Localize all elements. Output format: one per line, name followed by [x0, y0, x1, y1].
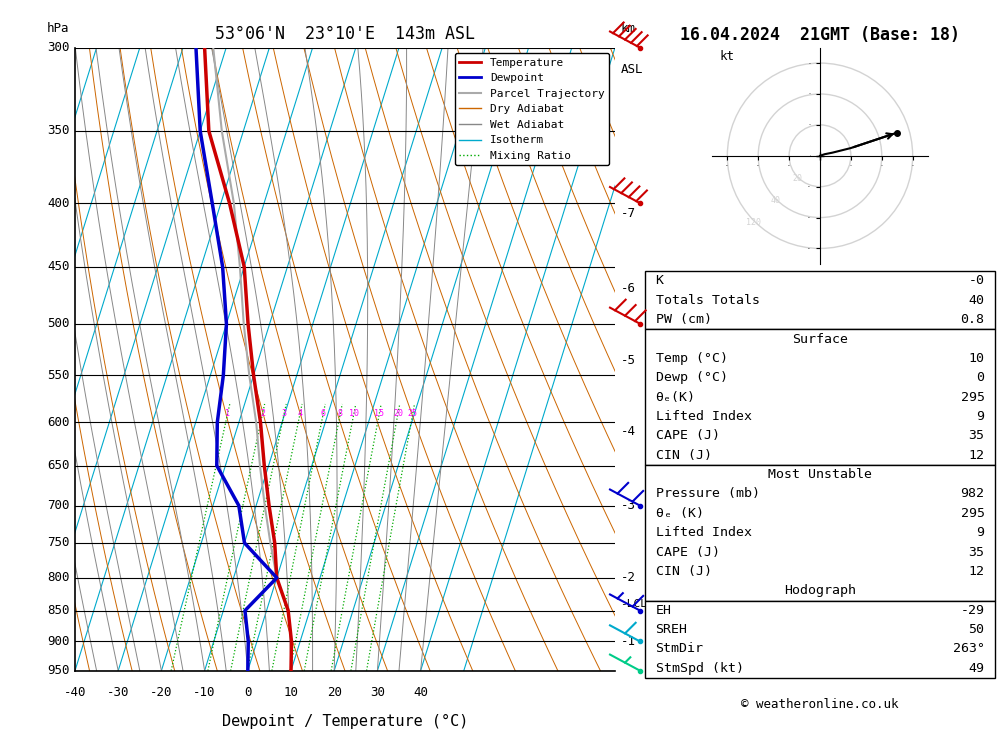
Text: 295: 295	[960, 391, 984, 404]
Text: -0: -0	[968, 274, 984, 287]
Text: 10: 10	[284, 686, 298, 699]
Text: -2: -2	[620, 571, 635, 584]
Text: 850: 850	[47, 604, 70, 617]
Text: 500: 500	[47, 317, 70, 331]
Text: 300: 300	[47, 41, 70, 54]
Text: 40: 40	[771, 196, 781, 205]
Text: -29: -29	[960, 604, 984, 616]
Legend: Temperature, Dewpoint, Parcel Trajectory, Dry Adiabat, Wet Adiabat, Isotherm, Mi: Temperature, Dewpoint, Parcel Trajectory…	[455, 54, 609, 166]
Text: 49: 49	[968, 662, 984, 675]
Text: Dewpoint / Temperature (°C): Dewpoint / Temperature (°C)	[222, 714, 468, 729]
Text: 25: 25	[408, 409, 418, 418]
Text: 295: 295	[960, 507, 984, 520]
Text: 10: 10	[349, 409, 359, 418]
Text: Most Unstable: Most Unstable	[768, 468, 872, 481]
Text: km: km	[620, 22, 635, 35]
Text: 35: 35	[968, 545, 984, 559]
Text: 9: 9	[976, 410, 984, 423]
Text: 12: 12	[968, 449, 984, 462]
Text: 30: 30	[370, 686, 385, 699]
Text: 120: 120	[746, 218, 761, 227]
Text: 16.04.2024  21GMT (Base: 18): 16.04.2024 21GMT (Base: 18)	[680, 26, 960, 44]
Text: 10: 10	[968, 352, 984, 365]
Text: -7: -7	[620, 207, 635, 221]
Text: 350: 350	[47, 125, 70, 138]
Text: StmSpd (kt): StmSpd (kt)	[656, 662, 744, 675]
Text: θₑ(K): θₑ(K)	[656, 391, 696, 404]
Text: 0.8: 0.8	[960, 313, 984, 326]
Text: 900: 900	[47, 635, 70, 648]
Text: 35: 35	[968, 430, 984, 443]
Text: 20: 20	[327, 686, 342, 699]
Text: 8: 8	[338, 409, 343, 418]
Text: CAPE (J): CAPE (J)	[656, 430, 720, 443]
Text: CAPE (J): CAPE (J)	[656, 545, 720, 559]
Text: K: K	[656, 274, 664, 287]
Text: ASL: ASL	[620, 63, 643, 76]
Text: PW (cm): PW (cm)	[656, 313, 712, 326]
Text: 1: 1	[225, 409, 230, 418]
Bar	[645, 465, 995, 600]
Bar	[645, 600, 995, 678]
Text: 600: 600	[47, 416, 70, 429]
Text: 2: 2	[260, 409, 265, 418]
Text: -20: -20	[150, 686, 173, 699]
Text: SREH: SREH	[656, 623, 688, 636]
Text: -30: -30	[107, 686, 129, 699]
Bar	[645, 271, 995, 329]
Text: 15: 15	[374, 409, 384, 418]
Text: Mixing Ratio (g/kg): Mixing Ratio (g/kg)	[653, 388, 663, 517]
Text: Pressure (mb): Pressure (mb)	[656, 487, 760, 501]
Title: 53°06'N  23°10'E  143m ASL: 53°06'N 23°10'E 143m ASL	[215, 26, 475, 43]
Text: -LCL: -LCL	[620, 599, 647, 609]
Text: 4: 4	[298, 409, 303, 418]
Text: © weatheronline.co.uk: © weatheronline.co.uk	[741, 698, 899, 711]
Text: -5: -5	[620, 354, 635, 366]
Text: -10: -10	[193, 686, 216, 699]
Text: 982: 982	[960, 487, 984, 501]
Text: 40: 40	[968, 294, 984, 307]
Text: 40: 40	[413, 686, 428, 699]
Text: 20: 20	[793, 174, 803, 183]
Text: 650: 650	[47, 459, 70, 472]
Text: Hodograph: Hodograph	[784, 584, 856, 597]
Bar	[645, 329, 995, 465]
Text: Totals Totals: Totals Totals	[656, 294, 760, 307]
Text: 0: 0	[976, 371, 984, 384]
Text: Lifted Index: Lifted Index	[656, 526, 752, 539]
Text: 450: 450	[47, 260, 70, 273]
Text: -40: -40	[64, 686, 86, 699]
Text: 800: 800	[47, 571, 70, 584]
Text: 9: 9	[976, 526, 984, 539]
Text: StmDir: StmDir	[656, 642, 704, 655]
Text: 263°: 263°	[952, 642, 984, 655]
Text: CIN (J): CIN (J)	[656, 449, 712, 462]
Text: hPa: hPa	[47, 22, 70, 35]
Text: 50: 50	[968, 623, 984, 636]
Text: 950: 950	[47, 664, 70, 677]
Text: EH: EH	[656, 604, 672, 616]
Text: Lifted Index: Lifted Index	[656, 410, 752, 423]
Text: 0: 0	[244, 686, 252, 699]
Text: Dewp (°C): Dewp (°C)	[656, 371, 728, 384]
Text: 550: 550	[47, 369, 70, 382]
Text: -6: -6	[620, 281, 635, 295]
Text: θₑ (K): θₑ (K)	[656, 507, 704, 520]
Text: 750: 750	[47, 537, 70, 550]
Text: 3: 3	[282, 409, 287, 418]
Text: 400: 400	[47, 196, 70, 210]
Text: 6: 6	[321, 409, 326, 418]
Text: -4: -4	[620, 424, 635, 438]
Text: kt: kt	[720, 50, 735, 63]
Text: 20: 20	[393, 409, 403, 418]
Text: Surface: Surface	[792, 333, 848, 345]
Text: 700: 700	[47, 499, 70, 512]
Text: 12: 12	[968, 565, 984, 578]
Text: -3: -3	[620, 499, 635, 512]
Text: Temp (°C): Temp (°C)	[656, 352, 728, 365]
Text: CIN (J): CIN (J)	[656, 565, 712, 578]
Text: -1: -1	[620, 635, 635, 648]
